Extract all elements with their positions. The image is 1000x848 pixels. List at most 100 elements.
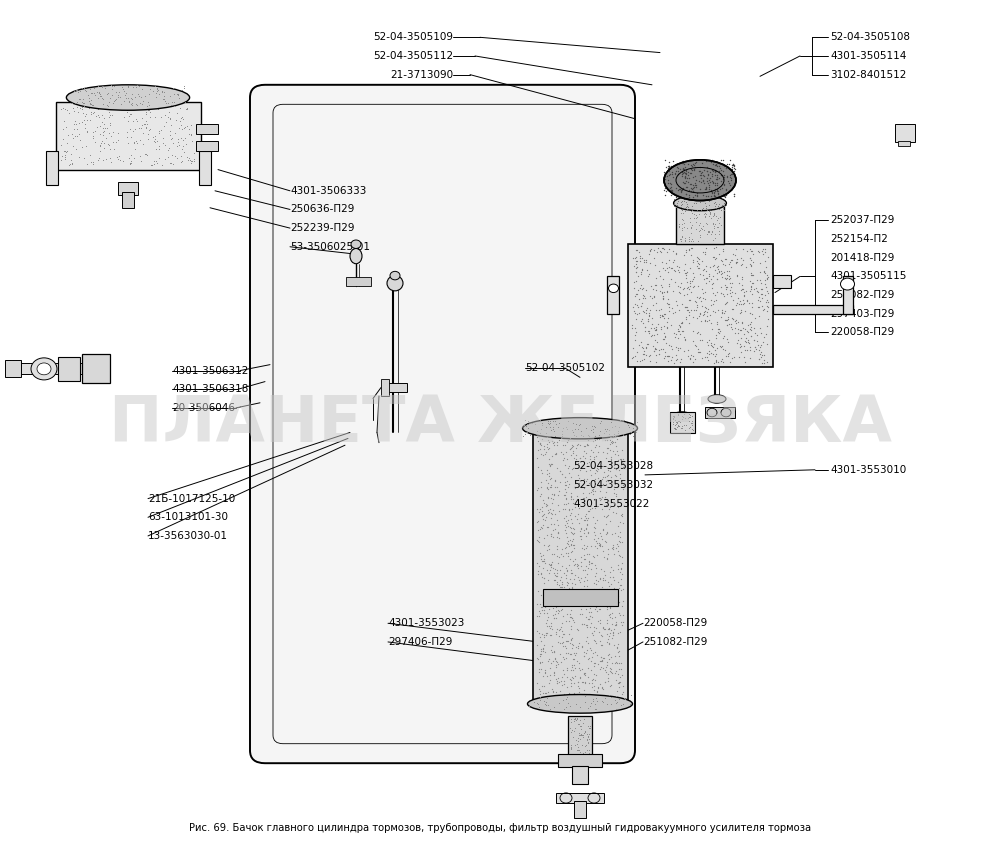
Point: [576, 683, 592, 697]
Point: [81, 94, 97, 108]
Point: [549, 530, 565, 544]
Point: [689, 259, 705, 272]
Point: [730, 326, 746, 340]
Point: [683, 221, 699, 235]
Point: [586, 533, 602, 546]
Point: [685, 157, 701, 170]
Point: [675, 162, 691, 176]
Point: [567, 558, 583, 572]
Point: [531, 609, 547, 622]
Point: [674, 217, 690, 231]
Point: [539, 563, 555, 577]
Point: [676, 418, 692, 432]
Point: [596, 651, 612, 665]
Point: [705, 217, 721, 231]
Point: [577, 724, 593, 738]
Point: [562, 509, 578, 522]
Point: [696, 307, 712, 321]
Point: [615, 460, 631, 474]
Point: [677, 166, 693, 180]
Point: [76, 151, 92, 165]
Point: [676, 220, 692, 234]
Text: 21Б-1017125-10: 21Б-1017125-10: [148, 494, 235, 504]
Point: [175, 133, 191, 147]
Point: [688, 174, 704, 187]
Point: [689, 210, 705, 224]
Point: [596, 565, 612, 578]
Point: [548, 600, 564, 614]
Point: [606, 581, 622, 594]
Point: [600, 597, 616, 611]
Point: [610, 596, 626, 610]
Point: [85, 126, 101, 139]
Point: [696, 164, 712, 177]
Point: [669, 198, 685, 212]
Point: [115, 154, 131, 168]
Point: [590, 532, 606, 545]
Point: [570, 456, 586, 470]
Point: [634, 282, 650, 296]
Point: [709, 220, 725, 234]
Point: [591, 625, 607, 639]
Point: [69, 95, 85, 109]
Point: [682, 409, 698, 422]
Point: [579, 567, 595, 581]
Point: [667, 168, 683, 181]
Point: [534, 555, 550, 568]
Point: [576, 687, 592, 700]
Point: [551, 550, 567, 564]
Point: [542, 628, 558, 642]
Point: [537, 667, 553, 680]
Point: [685, 355, 701, 369]
Point: [717, 278, 733, 292]
Point: [515, 429, 531, 443]
Point: [655, 343, 671, 356]
Point: [661, 160, 677, 174]
Point: [698, 189, 714, 203]
Point: [592, 634, 608, 648]
Point: [674, 203, 690, 216]
Point: [664, 301, 680, 315]
Point: [103, 78, 119, 92]
Point: [594, 695, 610, 708]
Point: [531, 662, 547, 676]
Text: 52-04-3505109: 52-04-3505109: [373, 32, 453, 42]
Point: [576, 667, 592, 680]
Point: [586, 624, 602, 638]
Point: [551, 623, 567, 637]
Point: [629, 308, 645, 321]
Point: [554, 560, 570, 573]
Point: [548, 685, 564, 699]
Point: [558, 493, 574, 506]
Point: [590, 680, 606, 694]
Point: [555, 584, 571, 598]
Point: [546, 597, 562, 611]
Point: [698, 154, 714, 168]
Point: [562, 583, 578, 597]
Point: [544, 449, 560, 462]
Point: [628, 312, 644, 326]
Point: [657, 166, 673, 180]
Point: [722, 170, 738, 184]
Bar: [122, 192, 134, 208]
Point: [174, 84, 190, 98]
Point: [649, 245, 665, 259]
Point: [735, 293, 751, 307]
Point: [639, 301, 655, 315]
Point: [537, 666, 553, 679]
Point: [120, 81, 136, 94]
Point: [529, 609, 545, 622]
Point: [672, 181, 688, 195]
Point: [588, 702, 604, 716]
Point: [681, 232, 697, 246]
Point: [592, 613, 608, 627]
Point: [83, 86, 99, 99]
Point: [642, 354, 658, 368]
Point: [660, 298, 676, 311]
Point: [608, 462, 624, 476]
Point: [699, 350, 715, 364]
Point: [692, 224, 708, 237]
Point: [549, 576, 565, 589]
Point: [654, 241, 670, 254]
Point: [556, 580, 572, 594]
